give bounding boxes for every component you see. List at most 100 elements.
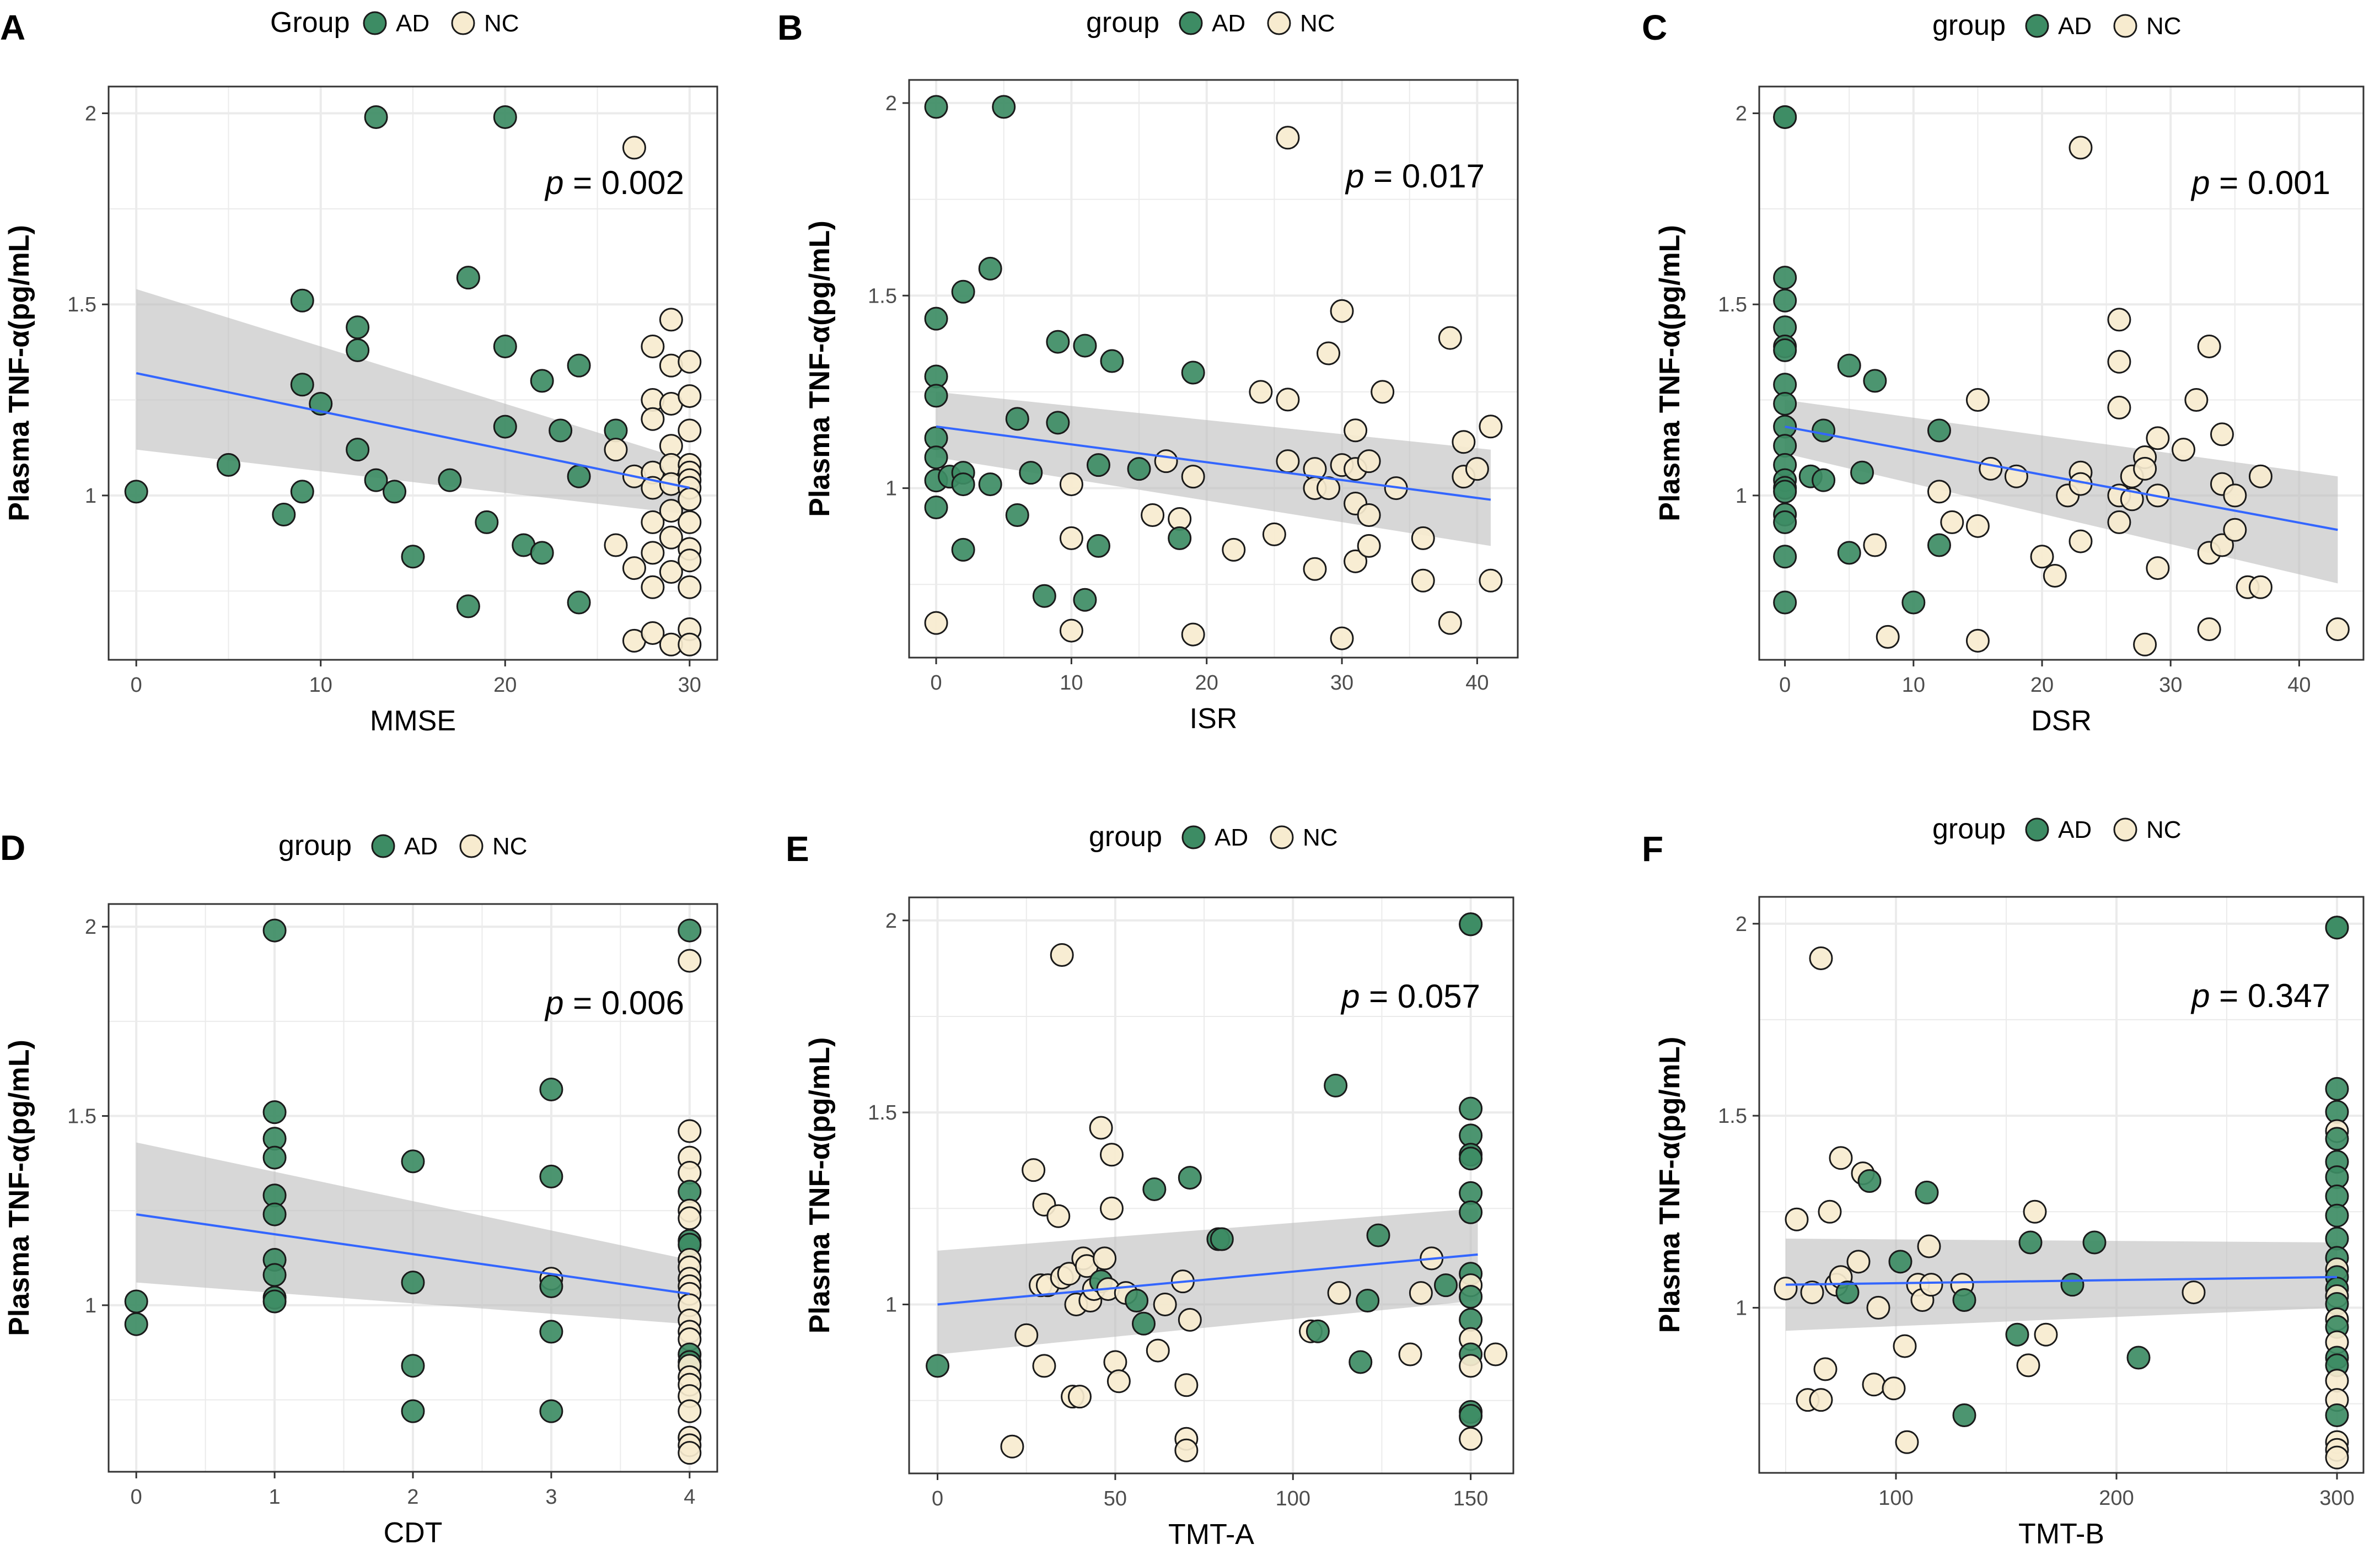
- point-nc: [2107, 308, 2131, 332]
- legend: group AD NC: [278, 830, 528, 862]
- point-ad: [1773, 338, 1797, 362]
- point-nc: [2069, 529, 2093, 553]
- x-tick-label: 2: [407, 1486, 418, 1509]
- point-nc: [1818, 1199, 1842, 1224]
- point-nc: [641, 621, 665, 645]
- legend-title: group: [278, 830, 352, 862]
- point-nc: [1050, 943, 1074, 967]
- point-ad: [1125, 1289, 1149, 1312]
- point-nc: [1106, 1369, 1131, 1393]
- point-nc: [678, 510, 702, 534]
- x-tick-label: 300: [2319, 1487, 2354, 1510]
- point-ad: [1349, 1350, 1373, 1374]
- legend-label-ad: AD: [2058, 816, 2092, 843]
- point-nc: [2172, 438, 2196, 462]
- p-value-symbol: p: [2190, 977, 2210, 1014]
- p-value-symbol: p: [1340, 978, 1360, 1015]
- point-ad: [2325, 1077, 2349, 1101]
- point-nc: [678, 349, 702, 374]
- plot-background: [909, 897, 1513, 1473]
- p-value-symbol: p: [2190, 164, 2210, 201]
- point-nc: [659, 308, 683, 332]
- x-tick-label: 10: [1902, 674, 1925, 697]
- x-tick-label: 100: [1276, 1487, 1310, 1510]
- point-nc: [2223, 518, 2247, 542]
- point-ad: [1459, 1200, 1483, 1224]
- point-ad: [1032, 584, 1056, 608]
- x-tick-label: 40: [2287, 674, 2311, 697]
- point-ad: [1863, 369, 1887, 393]
- point-nc: [1089, 1116, 1113, 1140]
- point-nc: [1249, 380, 1273, 404]
- point-ad: [1305, 1319, 1330, 1343]
- point-nc: [1141, 503, 1165, 527]
- point-ad: [272, 503, 296, 527]
- x-axis-label: TMT-A: [1168, 1519, 1254, 1551]
- x-axis-label: MMSE: [370, 705, 456, 737]
- p-value: p = 0.001: [2190, 164, 2330, 201]
- point-nc: [1371, 380, 1395, 404]
- point-nc: [678, 632, 702, 657]
- point-nc: [1459, 1354, 1483, 1378]
- point-nc: [641, 575, 665, 599]
- points: [924, 95, 1503, 650]
- p-value: p = 0.347: [2190, 977, 2330, 1014]
- x-tick-label: 10: [1060, 671, 1083, 695]
- point-nc: [659, 525, 683, 550]
- y-tick-label: 1.5: [868, 1101, 897, 1124]
- point-nc: [1146, 1338, 1170, 1363]
- point-nc: [1000, 1434, 1024, 1459]
- point-nc: [678, 1441, 702, 1465]
- legend-label-ad: AD: [1212, 10, 1245, 37]
- point-ad: [124, 1289, 148, 1314]
- point-ad: [262, 1100, 287, 1124]
- point-nc: [1317, 341, 1341, 365]
- p-value: p = 0.017: [1345, 158, 1485, 195]
- point-ad: [1459, 1285, 1483, 1309]
- point-ad: [2126, 1346, 2151, 1370]
- point-ad: [2018, 1230, 2043, 1255]
- legend-key-ad: [2025, 14, 2049, 38]
- point-nc: [641, 334, 665, 358]
- point-ad: [2005, 1322, 2029, 1347]
- point-ad: [1086, 534, 1110, 558]
- point-ad: [1773, 391, 1797, 416]
- point-nc: [2034, 1322, 2058, 1347]
- legend-key-ad: [363, 11, 387, 35]
- x-tick-label: 0: [932, 1487, 943, 1510]
- point-nc: [1276, 449, 1300, 474]
- point-ad: [475, 510, 499, 534]
- point-nc: [1846, 1250, 1871, 1274]
- point-ad: [216, 453, 240, 477]
- point-nc: [2023, 1199, 2047, 1224]
- points: [1774, 916, 2349, 1470]
- points: [1773, 105, 2350, 657]
- legend-title: group: [1089, 821, 1162, 853]
- point-nc: [2107, 349, 2131, 374]
- regression-line: [136, 372, 690, 489]
- point-nc: [1103, 1350, 1127, 1374]
- point-nc: [1862, 1373, 1886, 1397]
- x-tick-label: 0: [930, 671, 942, 695]
- point-nc: [1479, 568, 1503, 593]
- point-nc: [1438, 611, 1462, 635]
- x-tick-label: 20: [1195, 671, 1218, 695]
- point-ad: [1812, 418, 1836, 443]
- point-nc: [678, 1206, 702, 1230]
- point-nc: [678, 949, 702, 973]
- point-nc: [2210, 533, 2234, 557]
- x-tick-label: 30: [678, 674, 701, 697]
- point-nc: [678, 418, 702, 443]
- legend-label-nc: NC: [492, 833, 528, 860]
- point-nc: [1022, 1158, 1046, 1182]
- point-nc: [678, 384, 702, 408]
- p-value-text: = 0.001: [2210, 164, 2330, 201]
- point-nc: [1479, 415, 1503, 439]
- point-ad: [924, 384, 948, 408]
- point-nc: [1965, 388, 1990, 412]
- p-value: p = 0.057: [1340, 978, 1480, 1015]
- point-ad: [124, 1312, 148, 1336]
- y-tick-label: 1.5: [67, 293, 96, 316]
- point-nc: [1459, 1427, 1483, 1451]
